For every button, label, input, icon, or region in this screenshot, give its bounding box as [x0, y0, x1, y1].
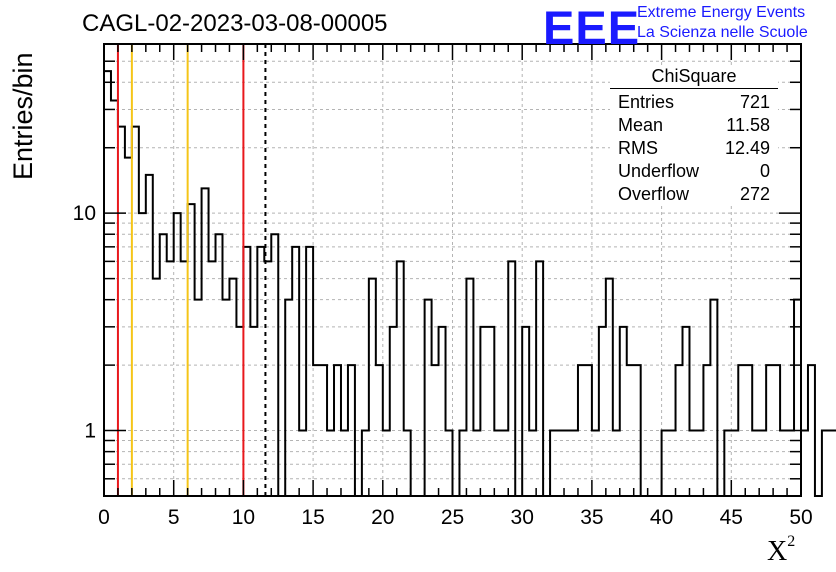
x-tick-label: 35 — [580, 506, 603, 529]
eee-logo-mark: EEE — [543, 1, 641, 54]
stats-row-underflow: Underflow 0 — [610, 160, 778, 183]
x-tick-label: 45 — [720, 506, 743, 529]
y-tick-label: 1 — [84, 420, 96, 443]
stats-row-mean: Mean 11.58 — [610, 114, 778, 137]
x-axis-label-superscript: 2 — [787, 532, 796, 550]
stats-row-entries: Entries 721 — [610, 91, 778, 114]
logo-line-1: Extreme Energy Events — [637, 4, 806, 21]
x-tick-label: 50 — [789, 506, 812, 529]
stats-value: 12.49 — [724, 138, 770, 158]
stats-title: ChiSquare — [610, 66, 778, 89]
stats-label: Mean — [618, 115, 664, 135]
stats-label: RMS — [618, 138, 658, 158]
stats-value: 11.58 — [726, 115, 770, 135]
stats-label: Entries — [618, 92, 675, 112]
y-axis-label: Entries/bin — [8, 52, 38, 180]
x-tick-label: 15 — [301, 506, 324, 529]
x-tick-label: 20 — [371, 506, 394, 529]
stats-value: 721 — [739, 92, 770, 112]
y-tick-label: 10 — [73, 202, 96, 225]
stats-row-rms: RMS 12.49 — [610, 137, 778, 160]
x-axis-label: X2 — [767, 532, 796, 568]
stats-label: Overflow — [618, 184, 690, 204]
x-tick-label: 10 — [232, 506, 255, 529]
stats-box: ChiSquare Entries 721 Mean 11.58 RMS 12.… — [610, 66, 778, 206]
x-tick-label: 5 — [168, 506, 180, 529]
x-tick-label: 0 — [98, 506, 110, 529]
stats-row-overflow: Overflow 272 — [610, 183, 778, 206]
stats-value: 0 — [759, 161, 770, 181]
logo-line-2: La Scienza nelle Scuole — [637, 24, 808, 41]
x-tick-label: 40 — [650, 506, 673, 529]
chart-title: CAGL-02-2023-03-08-00005 — [82, 10, 388, 37]
x-tick-label: 30 — [511, 506, 534, 529]
stats-value: 272 — [739, 184, 770, 204]
stats-label: Underflow — [618, 161, 700, 181]
x-tick-label: 25 — [441, 506, 464, 529]
x-axis-label-text: X — [767, 536, 788, 567]
